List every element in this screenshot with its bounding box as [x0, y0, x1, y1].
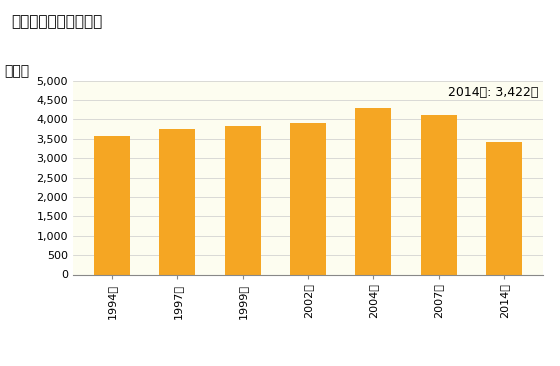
Text: 商業の従業者数の推移: 商業の従業者数の推移	[11, 15, 102, 30]
Bar	[290, 123, 326, 274]
Text: 2014年: 3,422人: 2014年: 3,422人	[448, 86, 539, 99]
Bar	[421, 115, 456, 274]
Bar	[160, 130, 195, 274]
Bar	[225, 126, 260, 274]
Bar	[356, 108, 391, 274]
Bar	[486, 142, 522, 274]
Bar	[94, 136, 130, 274]
Y-axis label: ［人］: ［人］	[4, 64, 29, 79]
